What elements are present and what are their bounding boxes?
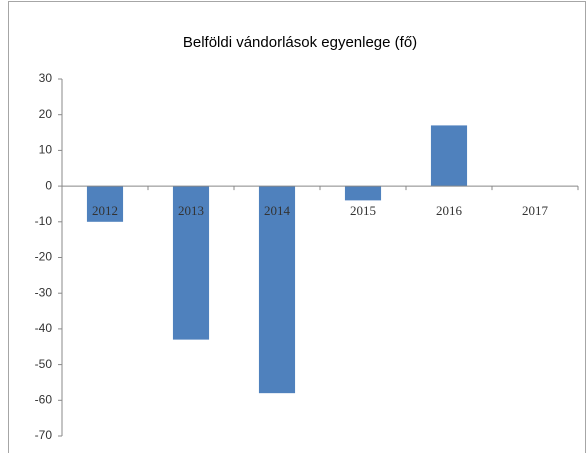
chart-title: Belföldi vándorlások egyenlege (fő)	[183, 34, 417, 51]
y-tick-label: -40	[35, 321, 53, 335]
bar	[172, 186, 210, 340]
bar	[430, 125, 468, 187]
y-tick-label: -20	[35, 250, 53, 264]
y-tick-label: 10	[39, 143, 53, 157]
y-tick-label: 0	[45, 178, 52, 192]
y-tick-label: -10	[35, 214, 53, 228]
x-tick-label: 2013	[178, 203, 204, 218]
bar	[258, 186, 296, 394]
x-tick-label: 2014	[264, 203, 291, 218]
x-tick-label: 2015	[350, 203, 376, 218]
x-tick-label: 2017	[522, 203, 549, 218]
x-tick-label: 2016	[436, 203, 463, 218]
y-tick-label: -60	[35, 392, 53, 406]
bar	[86, 186, 124, 222]
chart-frame	[8, 1, 586, 453]
y-tick-label: 30	[39, 71, 53, 85]
x-tick-label: 2012	[92, 203, 118, 218]
bar	[344, 186, 382, 201]
y-tick-label: 20	[39, 107, 53, 121]
y-tick-label: -30	[35, 285, 53, 299]
y-tick-label: -70	[35, 428, 53, 442]
y-tick-label: -50	[35, 357, 53, 371]
